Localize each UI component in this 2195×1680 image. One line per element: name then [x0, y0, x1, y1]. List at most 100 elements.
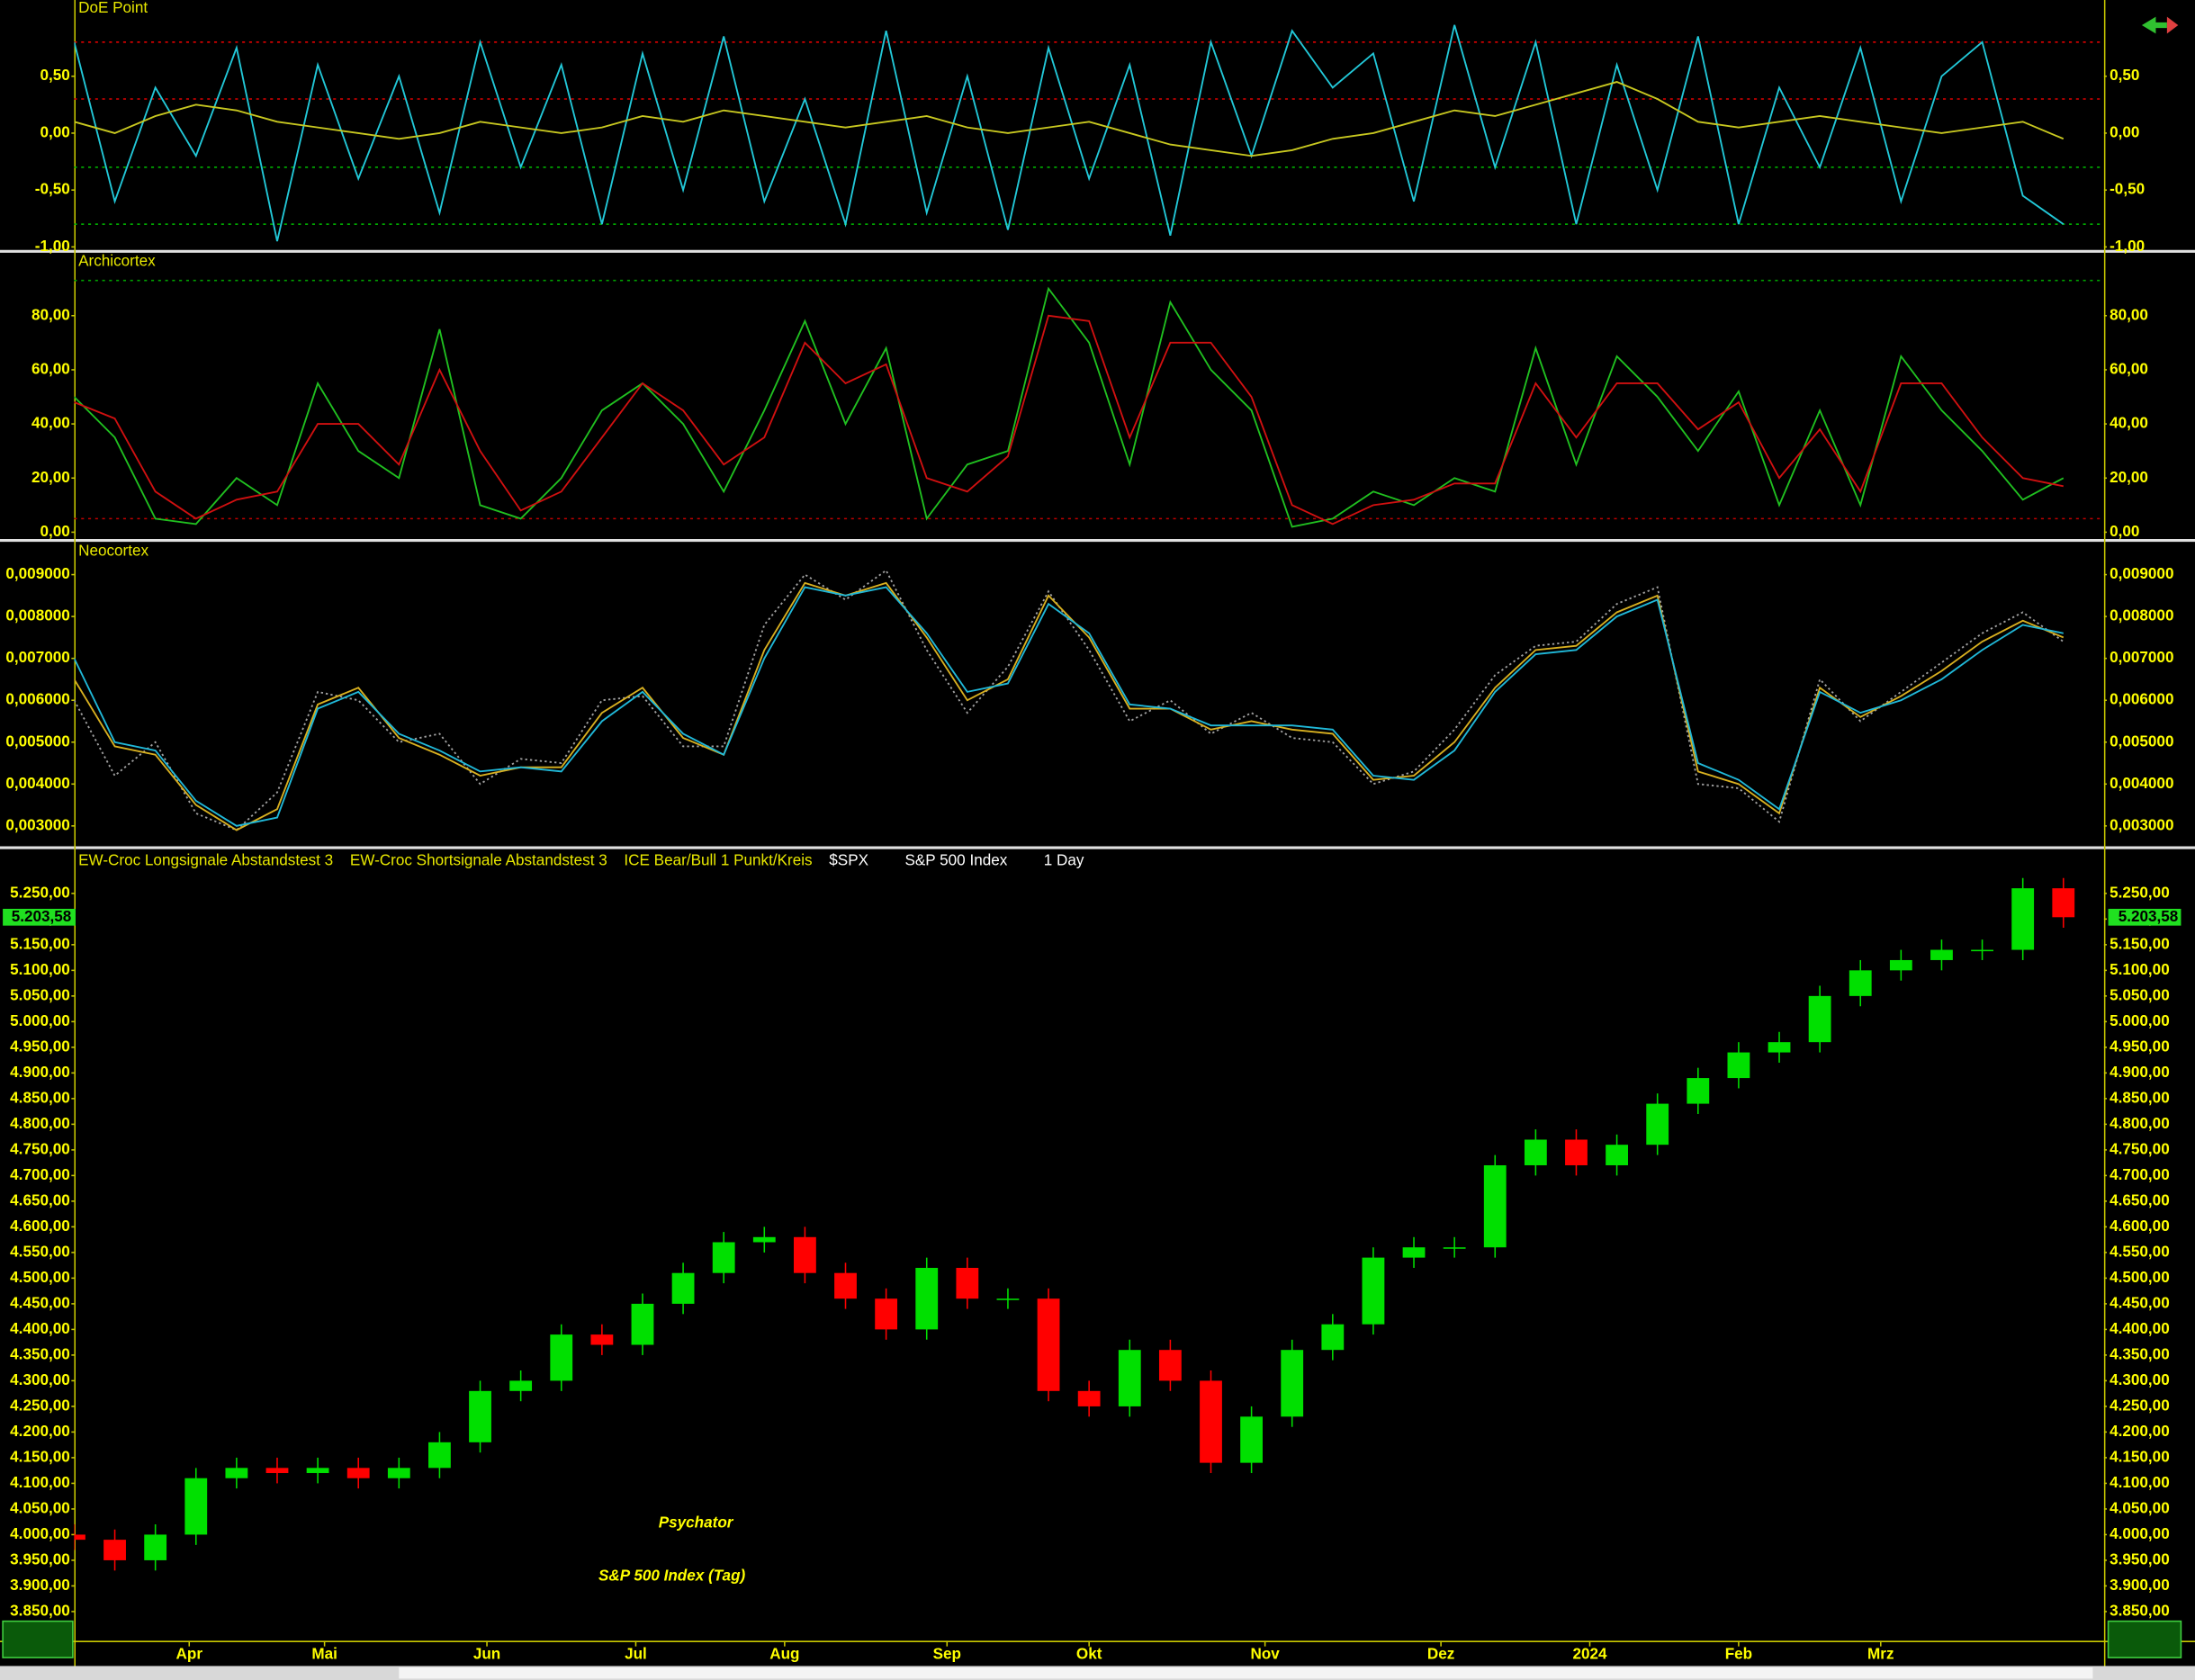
x-tick-label: Sep: [933, 1646, 961, 1663]
y-tick-label: 0,004000: [2110, 775, 2173, 792]
y-tick-label: 0,004000: [5, 775, 69, 792]
candle-body: [1200, 1380, 1222, 1463]
overview-box: [2107, 1620, 2182, 1658]
series-line: [74, 81, 2065, 157]
y-tick-label: 40,00: [31, 415, 70, 432]
candle-body: [1849, 970, 1872, 996]
y-tick-label: 0,00: [40, 523, 69, 540]
candle-body: [1077, 1390, 1101, 1406]
y-tick-label: 0,005000: [5, 732, 69, 750]
y-tick-label: 4.650,00: [10, 1191, 70, 1208]
last-price-box: [2108, 908, 2182, 926]
plot-area: [74, 877, 2075, 1571]
y-tick-label: 0,007000: [2110, 649, 2173, 666]
candle-body: [1240, 1416, 1264, 1463]
series-line: [74, 314, 2064, 526]
toolbar-icon[interactable]: [2166, 16, 2179, 34]
y-tick-label: 4.400,00: [10, 1320, 70, 1337]
y-tick-label: 0,50: [40, 67, 69, 84]
x-tick-label: Mrz: [1867, 1646, 1894, 1663]
candle-body: [1565, 1139, 1588, 1165]
candle-body: [1037, 1298, 1060, 1391]
candle-body: [1402, 1247, 1426, 1258]
x-tick-label: Jun: [473, 1646, 500, 1663]
series-line: [74, 586, 2064, 827]
y-tick-label: 0,005000: [2110, 732, 2173, 750]
x-tick-label: Aug: [769, 1646, 799, 1663]
y-tick-label: 4.000,00: [2110, 1525, 2170, 1542]
candle-body: [1524, 1139, 1547, 1165]
legend-item: $SPX: [829, 851, 868, 868]
y-tick-label: 4.050,00: [2110, 1499, 2170, 1516]
y-tick-label: 0,008000: [2110, 607, 2173, 624]
y-tick-label: 4.200,00: [2110, 1423, 2170, 1440]
candle-body: [346, 1468, 370, 1478]
candle-body: [752, 1236, 776, 1243]
x-tick-label: 2024: [1572, 1646, 1607, 1663]
candle-body: [1930, 949, 1953, 960]
last-price-label: 5.203,58: [2119, 908, 2179, 925]
y-tick-label: 0,007000: [5, 649, 69, 666]
scrollbar-thumb[interactable]: [399, 1667, 2093, 1679]
x-tick-label: Mai: [311, 1646, 337, 1663]
y-tick-label: 3.850,00: [2110, 1602, 2170, 1619]
y-tick-label: 4.600,00: [10, 1217, 70, 1235]
y-tick-label: 0,008000: [5, 607, 69, 624]
toolbar-icon[interactable]: [2141, 16, 2167, 34]
candle-body: [469, 1390, 491, 1442]
y-tick-label: 4.600,00: [2110, 1217, 2170, 1235]
y-tick-label: 40,00: [2110, 415, 2148, 432]
last-price-box: [3, 908, 76, 926]
series-line: [74, 24, 2065, 242]
y-tick-label: 80,00: [2110, 306, 2148, 323]
candle-body: [1158, 1350, 1182, 1381]
y-tick-label: 4.900,00: [2110, 1064, 2170, 1081]
y-tick-label: 4.750,00: [2110, 1140, 2170, 1157]
y-tick-label: 4.400,00: [2110, 1320, 2170, 1337]
candle-body: [1889, 959, 1912, 971]
y-tick-label: 5.100,00: [10, 961, 70, 978]
y-tick-label: 0,009000: [5, 565, 69, 582]
plot-area: [74, 24, 2104, 242]
candle-body: [1281, 1350, 1304, 1417]
candle-body: [712, 1242, 735, 1273]
candle-body: [1118, 1350, 1141, 1406]
candle-body: [1483, 1164, 1507, 1248]
y-tick-label: 80,00: [31, 306, 70, 323]
y-tick-label: 4.050,00: [10, 1499, 70, 1516]
y-tick-label: 4.000,00: [10, 1525, 70, 1542]
y-tick-label: -1,00: [2110, 238, 2145, 255]
y-tick-label: 3.950,00: [2110, 1550, 2170, 1568]
x-tick-label: Feb: [1725, 1646, 1752, 1663]
y-tick-label: 4.550,00: [2110, 1243, 2170, 1260]
candle-body: [1321, 1324, 1345, 1351]
y-tick-label: 5.150,00: [2110, 935, 2170, 952]
y-tick-label: 0,006000: [5, 691, 69, 708]
candle-body: [1646, 1103, 1669, 1145]
candle-body: [1727, 1052, 1750, 1079]
candle-body: [1362, 1257, 1385, 1325]
y-tick-label: 4.450,00: [10, 1294, 70, 1311]
candle-body: [834, 1272, 857, 1299]
y-tick-label: 4.850,00: [10, 1089, 70, 1106]
legend-item: ICE Bear/Bull 1 Punkt/Kreis: [624, 851, 812, 868]
y-tick-label: -0,50: [2110, 181, 2145, 198]
x-tick-label: Okt: [1076, 1646, 1102, 1663]
panel-title: Archicortex: [78, 252, 156, 269]
watermark-title: Psychator: [659, 1514, 734, 1531]
y-tick-label: 3.900,00: [2110, 1577, 2170, 1594]
y-tick-label: 60,00: [2110, 360, 2148, 377]
candle-body: [509, 1380, 533, 1391]
y-tick-label: 0,009000: [2110, 565, 2173, 582]
legend-item: S&P 500 Index: [904, 851, 1007, 868]
candle-body: [2052, 888, 2075, 918]
y-tick-label: 60,00: [31, 360, 70, 377]
panel-title: DoE Point: [78, 0, 148, 16]
y-tick-label: 4.500,00: [2110, 1269, 2170, 1286]
candle-body: [1687, 1078, 1710, 1104]
y-tick-label: 5.150,00: [10, 935, 70, 952]
candle-body: [1443, 1247, 1466, 1249]
y-tick-label: 0,003000: [2110, 816, 2173, 833]
y-tick-label: 4.900,00: [10, 1064, 70, 1081]
candle-body: [1808, 995, 1831, 1043]
